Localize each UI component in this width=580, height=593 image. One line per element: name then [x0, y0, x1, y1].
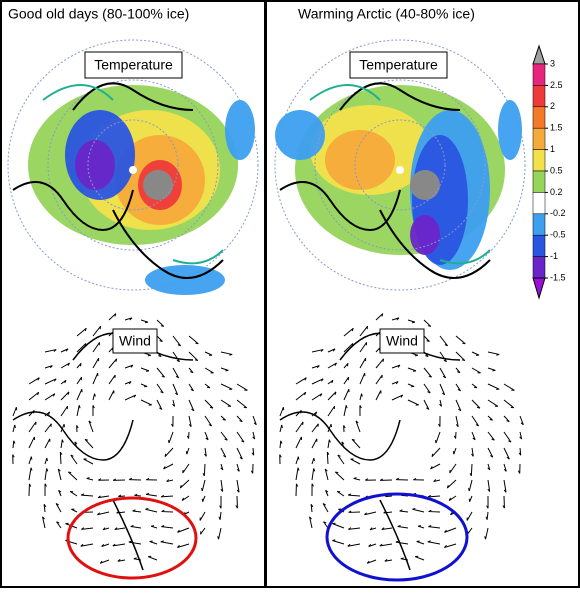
- colorbar-segment: [533, 128, 545, 149]
- pole: [129, 166, 137, 174]
- wind-arrow-head: [462, 343, 465, 344]
- wind-arrow-head: [148, 355, 151, 356]
- wind-arrow-head: [418, 526, 421, 527]
- panel-title: Good old days (80-100% ice): [8, 6, 189, 22]
- colorbar-tick-label: 2: [550, 101, 555, 111]
- wind-arrow-head: [47, 458, 48, 461]
- colorbar-tick-label: 3: [550, 58, 555, 68]
- pole-mask: [143, 170, 173, 200]
- map-label: Temperature: [359, 57, 438, 73]
- wind-arrow-head: [298, 457, 299, 460]
- wind-arrow-head: [225, 370, 228, 371]
- wind-arrow-head: [151, 526, 154, 527]
- wind-arrow-head: [511, 407, 514, 408]
- colorbar-tick-label: -0.2: [550, 208, 566, 218]
- colorbar-tick-label: 2.5: [550, 80, 563, 90]
- colorbar-segment: [533, 64, 545, 85]
- colorbar-tick-label: 0.5: [550, 165, 563, 175]
- wind-arrow: [204, 464, 205, 476]
- colorbar-segment: [533, 107, 545, 128]
- wind-arrow-head: [490, 419, 493, 420]
- pole: [396, 166, 404, 174]
- wind-arrow-head: [492, 370, 495, 371]
- wind-arrow-head: [80, 363, 81, 366]
- colorbar-segment: [533, 171, 545, 192]
- wind-arrow: [471, 464, 472, 476]
- wind-arrow-head: [223, 419, 226, 420]
- divider: [264, 0, 267, 588]
- wind-arrow-head: [415, 355, 418, 356]
- colorbar-segment: [533, 85, 545, 106]
- map-label: Temperature: [94, 57, 173, 73]
- colorbar-segment: [533, 192, 545, 213]
- wind-arrow-head: [432, 454, 433, 457]
- colorbar-segment: [533, 235, 545, 256]
- temperature-field: [498, 100, 522, 160]
- wind-arrow-head: [244, 407, 247, 408]
- pole-mask: [410, 170, 440, 200]
- wind-arrow-head: [195, 343, 198, 344]
- colorbar-tick-label: -1: [550, 251, 558, 261]
- temperature-field: [75, 140, 115, 190]
- wind-arrow-head: [31, 457, 32, 460]
- panel-title: Warming Arctic (40-80% ice): [298, 6, 475, 22]
- wind-arrow-head: [165, 454, 166, 457]
- colorbar-segment: [533, 150, 545, 171]
- wind-arrow-head: [145, 322, 148, 323]
- temperature-field: [275, 110, 325, 160]
- colorbar-tick-label: 1.5: [550, 123, 563, 133]
- temperature-field: [410, 215, 440, 255]
- map-label: Wind: [119, 333, 151, 349]
- wind-arrow-head: [417, 541, 420, 542]
- colorbar-tick-label: -1.5: [550, 272, 566, 282]
- wind-arrow-head: [314, 458, 315, 461]
- wind-arrow-head: [383, 359, 384, 362]
- wind-arrow-head: [347, 363, 348, 366]
- wind-arrow-head: [412, 322, 415, 323]
- colorbar-tick-label: 1: [550, 144, 555, 154]
- wind-arrow-head: [116, 359, 117, 362]
- temperature-field: [225, 100, 255, 160]
- colorbar-segment: [533, 257, 545, 278]
- map-label: Wind: [386, 333, 418, 349]
- wind-arrow-head: [150, 541, 153, 542]
- colorbar-segment: [533, 214, 545, 235]
- colorbar-tick-label: -0.5: [550, 230, 566, 240]
- colorbar-tick-label: 0.2: [550, 187, 563, 197]
- temperature-field: [325, 130, 395, 190]
- wind-arrow-head: [332, 540, 335, 541]
